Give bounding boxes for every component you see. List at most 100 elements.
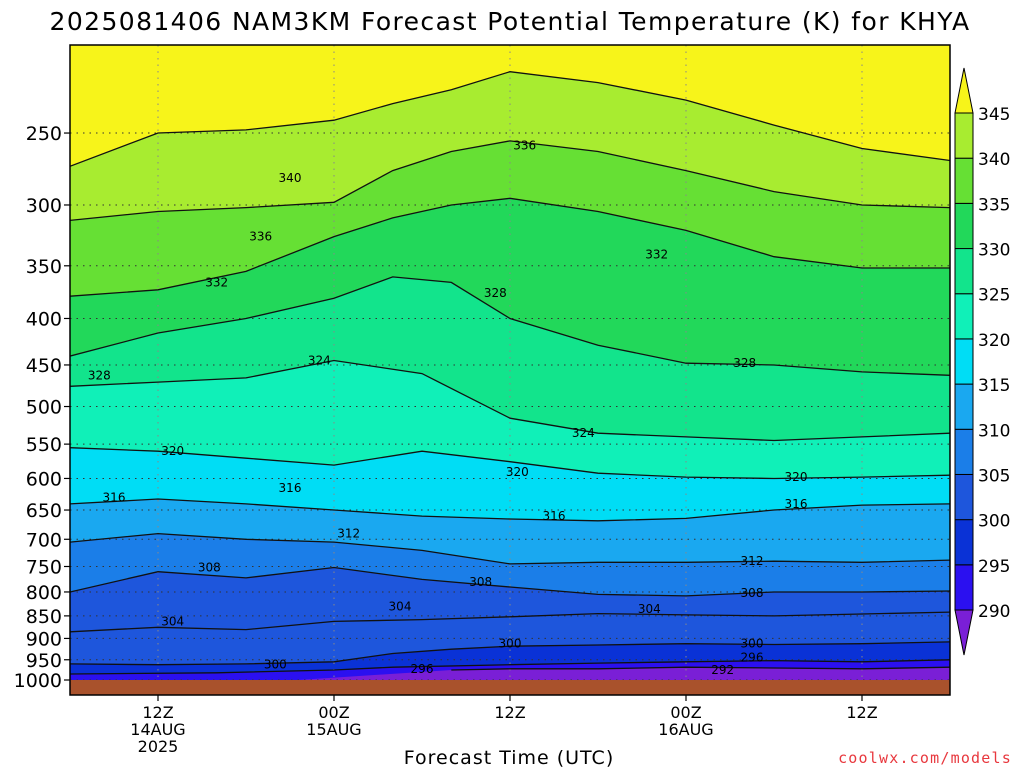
y-tick-label-850: 850 [26, 606, 62, 628]
colorbar-label-315: 315 [978, 376, 1010, 396]
y-tick-label-450: 450 [26, 355, 62, 377]
x-tick-label: 16AUG [658, 720, 713, 739]
contour-label-320: 320 [161, 444, 184, 458]
y-tick-label-950: 950 [26, 650, 62, 672]
contour-label-312: 312 [337, 527, 360, 541]
ground-surface [70, 680, 950, 695]
colorbar-label-300: 300 [978, 512, 1010, 532]
contour-label-304: 304 [161, 614, 184, 628]
colorbar-label-295: 295 [978, 557, 1010, 577]
colorbar-segment-290 [954, 564, 974, 611]
contour-label-336: 336 [513, 138, 536, 152]
y-tick-label-1000: 1000 [14, 670, 62, 692]
colorbar-upper-arrow [954, 67, 974, 114]
credit-text: coolwx.com/models [838, 749, 1012, 767]
contour-label-304: 304 [638, 602, 661, 616]
contour-label-340: 340 [279, 171, 302, 185]
contour-label-308: 308 [469, 575, 492, 589]
y-tick-label-650: 650 [26, 500, 62, 522]
colorbar-segment-295 [954, 519, 974, 566]
contour-label-332: 332 [205, 275, 228, 289]
colorbar-label-335: 335 [978, 195, 1010, 215]
contour-label-312: 312 [741, 554, 764, 568]
y-tick-label-900: 900 [26, 628, 62, 650]
contour-324 [70, 359, 950, 442]
y-tick-label-750: 750 [26, 556, 62, 578]
colorbar-label-320: 320 [978, 331, 1010, 351]
x-tick-label: 00Z [318, 703, 349, 722]
contour-label-332: 332 [645, 247, 668, 261]
colorbar-segment-320 [954, 293, 974, 340]
colorbar-label-325: 325 [978, 286, 1010, 306]
colorbar-label-340: 340 [978, 150, 1010, 170]
contour-label-300: 300 [264, 658, 287, 672]
contour-label-324: 324 [308, 354, 331, 368]
contour-label-300: 300 [499, 637, 522, 651]
contour-label-296: 296 [741, 651, 764, 665]
y-tick-label-350: 350 [26, 256, 62, 278]
contour-label-304: 304 [389, 599, 412, 613]
colorbar-segment-305 [954, 428, 974, 475]
x-tick-label: 12Z [846, 703, 877, 722]
contour-label-336: 336 [249, 230, 272, 244]
contour-label-316: 316 [785, 497, 808, 511]
contour-label-328: 328 [484, 286, 507, 300]
x-tick-label: 14AUG [130, 720, 185, 739]
x-tick-label: 12Z [494, 703, 525, 722]
contour-308 [70, 566, 950, 597]
contour-label-328: 328 [88, 368, 111, 382]
colorbar-segment-335 [954, 157, 974, 204]
colorbar-label-310: 310 [978, 421, 1010, 441]
contour-300 [70, 641, 950, 666]
chart-title: 2025081406 NAM3KM Forecast Potential Tem… [50, 7, 971, 36]
contour-292 [451, 666, 950, 671]
y-tick-label-500: 500 [26, 397, 62, 419]
contour-304 [70, 611, 950, 633]
colorbar: 290 295 300 305 310 315 320 325 330 335 340 345 [954, 67, 1010, 656]
y-tick-label-400: 400 [26, 308, 62, 330]
contour-label-320: 320 [506, 465, 529, 479]
contour-label-308: 308 [198, 561, 221, 575]
colorbar-segment-340 [954, 112, 974, 159]
contour-label-308: 308 [741, 586, 764, 600]
contour-label-296: 296 [411, 662, 434, 676]
x-tick-label: 12Z [142, 703, 173, 722]
y-tick-label-800: 800 [26, 582, 62, 604]
contour-336 [70, 140, 950, 222]
contour-label-320: 320 [785, 470, 808, 484]
contour-label-316: 316 [103, 491, 126, 505]
contour-label-316: 316 [279, 481, 302, 495]
colorbar-label-305: 305 [978, 466, 1010, 486]
colorbar-segment-330 [954, 202, 974, 250]
colorbar-segment-310 [954, 383, 974, 430]
contour-lines [70, 71, 950, 675]
contour-340 [70, 71, 950, 167]
contour-label-324: 324 [572, 426, 595, 440]
y-tick-label-300: 300 [26, 195, 62, 217]
x-tick-label: 2025 [138, 737, 179, 756]
colorbar-label-330: 330 [978, 241, 1010, 261]
contour-label-292: 292 [711, 663, 734, 677]
y-tick-label-600: 600 [26, 468, 62, 490]
colorbar-label-290: 290 [978, 602, 1010, 622]
contour-label-300: 300 [741, 637, 764, 651]
colorbar-label-345: 345 [978, 105, 1010, 125]
colorbar-segment-325 [954, 248, 974, 295]
y-tick-label-250: 250 [26, 123, 62, 145]
contour-328 [70, 276, 950, 376]
contour-316 [70, 498, 950, 522]
contour-320 [70, 447, 950, 480]
y-tick-label-700: 700 [26, 529, 62, 551]
y-tick-label-550: 550 [26, 434, 62, 456]
x-tick-label: 00Z [670, 703, 701, 722]
x-axis-title: Forecast Time (UTC) [404, 747, 614, 768]
contour-label-328: 328 [733, 356, 756, 370]
contour-332 [70, 197, 950, 297]
contour-label-316: 316 [543, 509, 566, 523]
x-tick-label: 15AUG [306, 720, 361, 739]
colorbar-segment-300 [954, 473, 974, 521]
